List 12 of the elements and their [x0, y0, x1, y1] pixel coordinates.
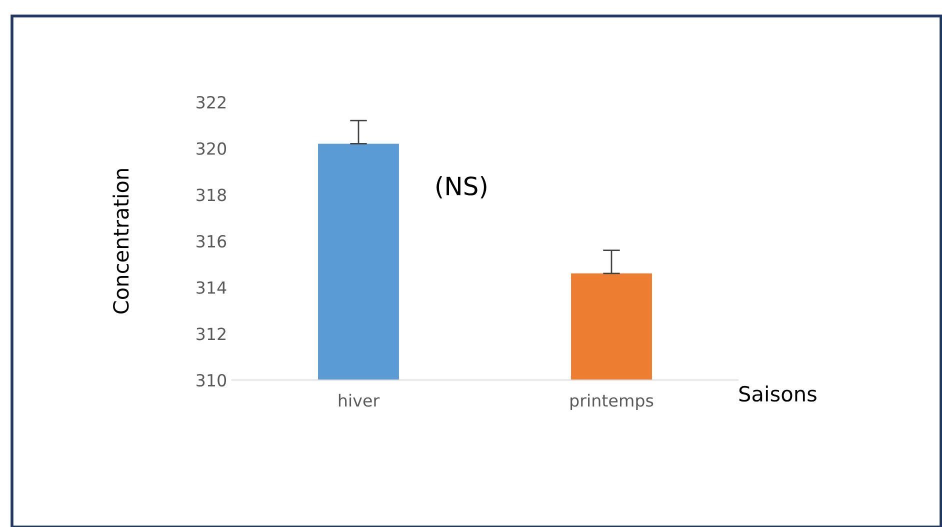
y-tick-label: 322: [196, 96, 226, 109]
y-tick-label: 310: [196, 374, 226, 387]
y-tick-label: 314: [196, 281, 226, 294]
y-axis-title: Concentration: [112, 169, 129, 314]
annotation: (NS): [436, 176, 486, 198]
y-tick-label: 312: [196, 328, 226, 340]
y-tick-label: 320: [196, 142, 226, 155]
x-tick-label: printemps: [570, 394, 654, 410]
y-tick-label: 316: [196, 234, 226, 248]
x-axis-title: Saisons: [739, 386, 816, 402]
y-tick-label: 318: [196, 188, 226, 202]
x-tick-label: hiver: [338, 394, 380, 407]
